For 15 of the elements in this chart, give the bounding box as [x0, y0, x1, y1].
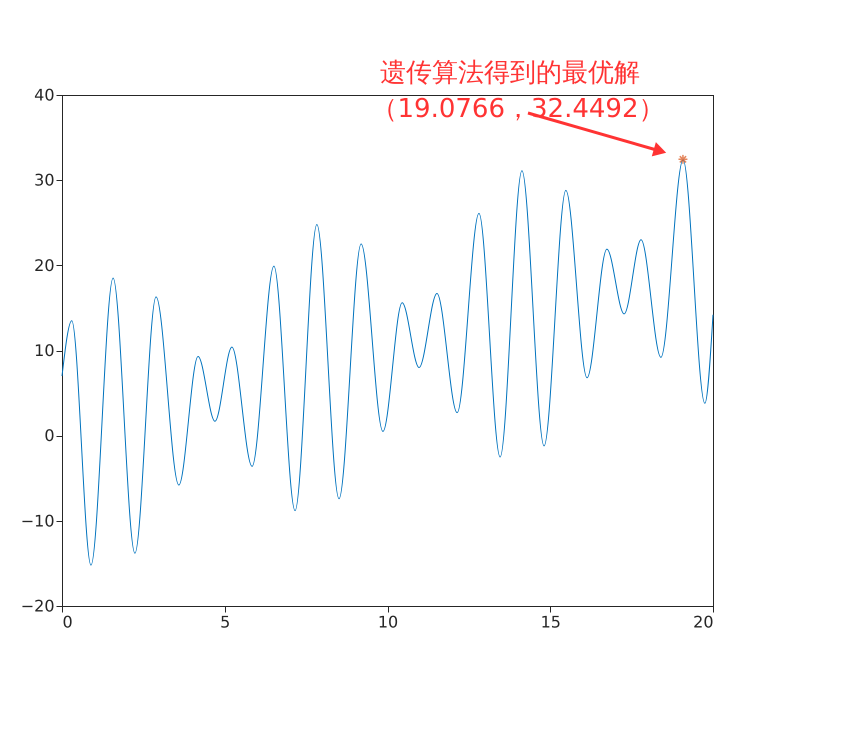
x-tick-label: 20: [693, 612, 714, 632]
y-tick-label: 10: [34, 341, 54, 360]
x-tick-label: 10: [378, 612, 398, 632]
annotation: （19.0766，32.4492）: [371, 94, 665, 124]
y-tick-label: −10: [20, 511, 54, 530]
y-tick-label: 30: [34, 170, 54, 190]
x-tick-label: 5: [220, 612, 230, 632]
line-series: [62, 159, 714, 566]
y-tick-label: 40: [34, 86, 54, 104]
y-tick-label: 20: [34, 256, 54, 275]
y-tick-label: −20: [20, 596, 54, 616]
x-tick-label: 0: [62, 612, 73, 632]
x-tick-label: 15: [540, 612, 561, 632]
text: 遗传算法得到的最优解: [380, 58, 640, 88]
y-tick-label: 0: [44, 426, 54, 446]
